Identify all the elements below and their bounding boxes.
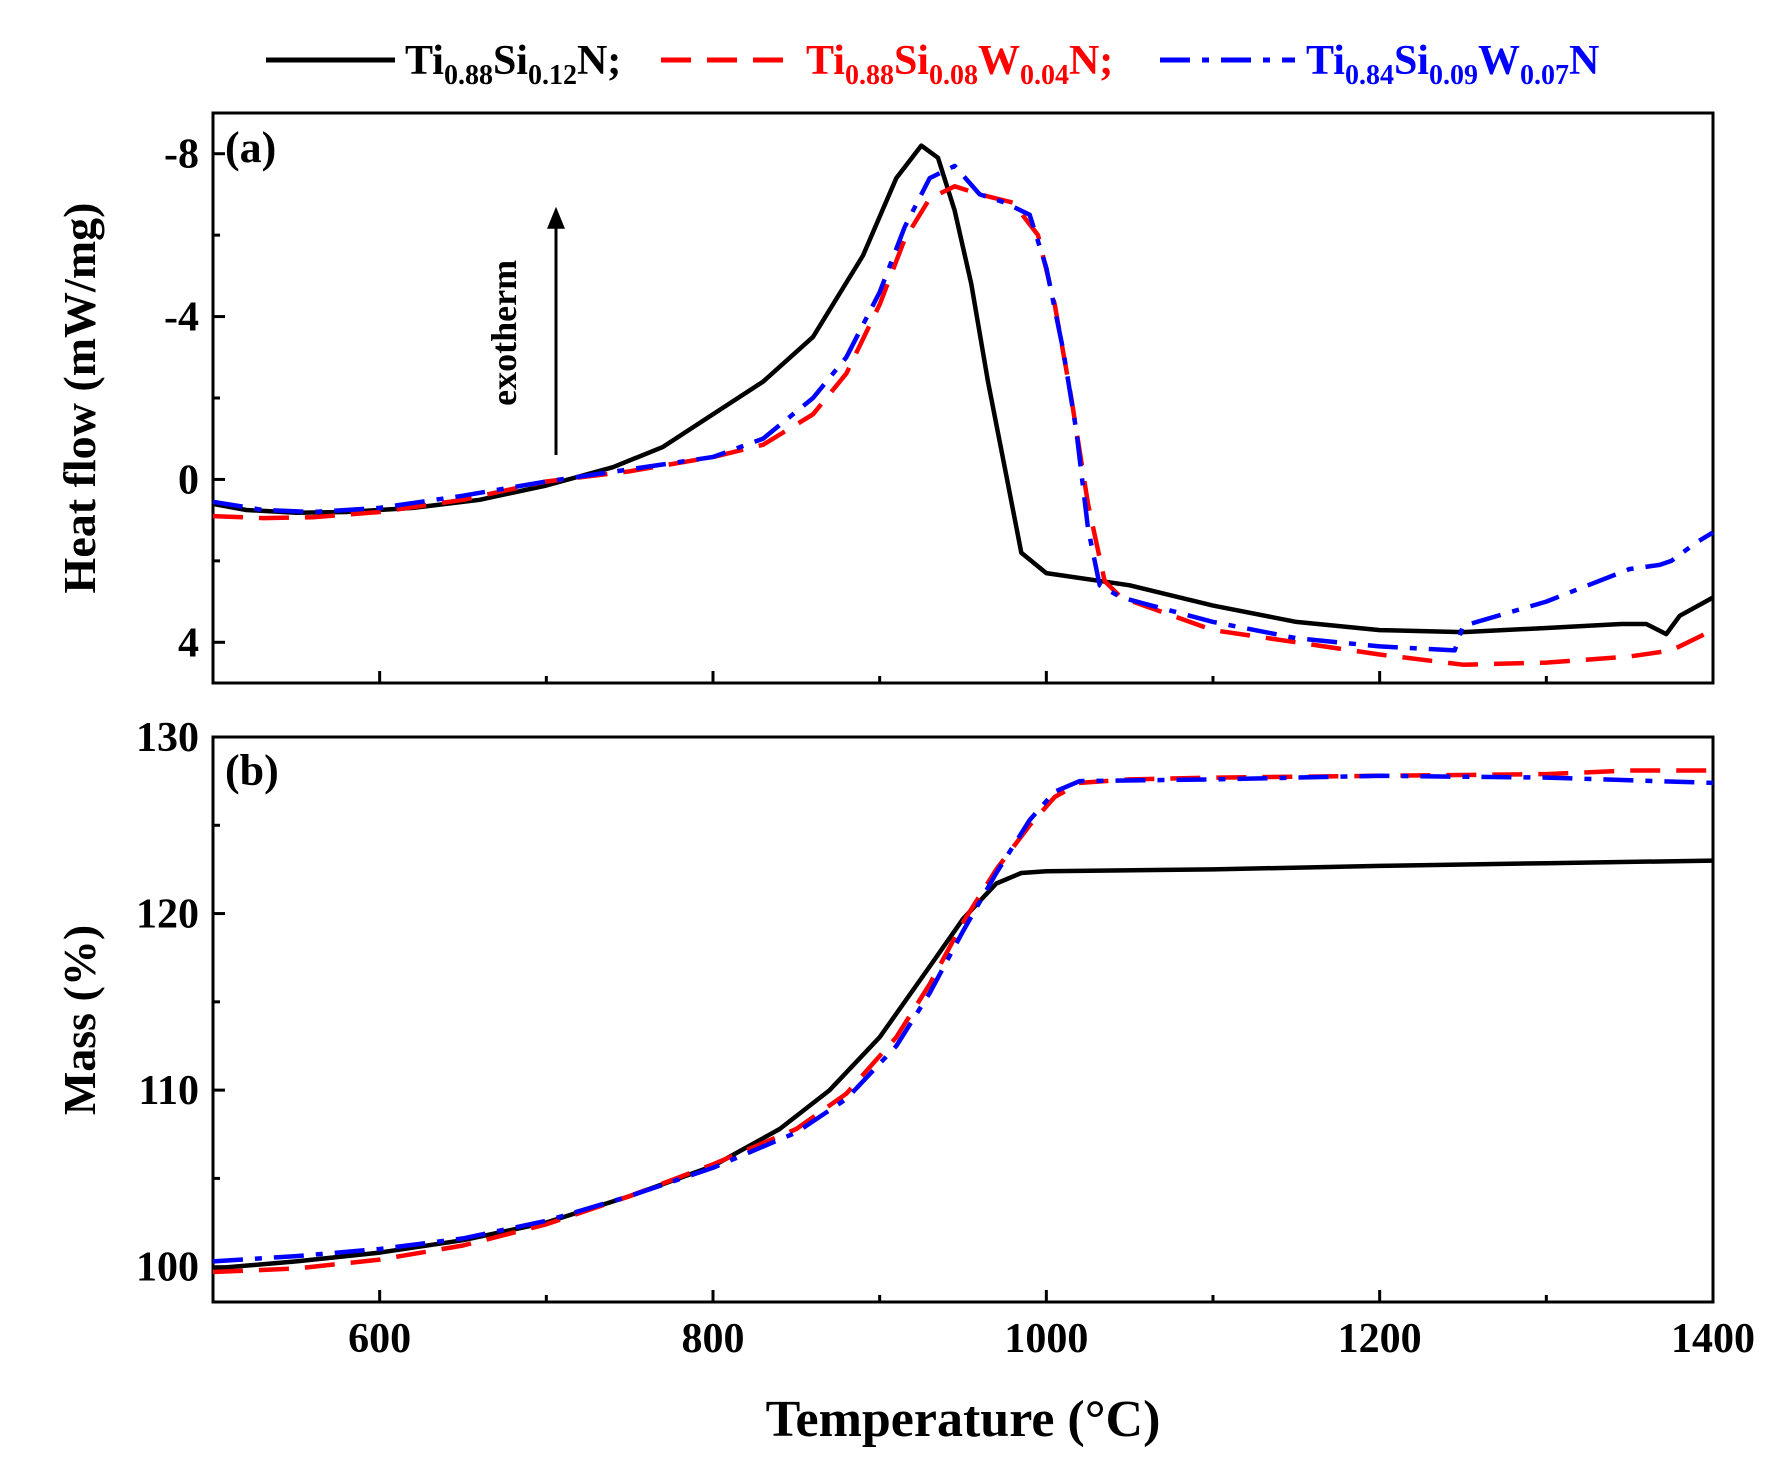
x-tick-label: 1200 (1338, 1316, 1422, 1362)
panel-b-frame (211, 735, 1715, 1304)
legend-label-s2: Ti0.88Si0.08W0.04N; (806, 38, 1113, 91)
y-tick-label: 110 (138, 1068, 199, 1114)
x-axis-title: Temperature (°C) (766, 1391, 1161, 1448)
x-tick-label: 600 (348, 1316, 411, 1362)
x-tick-label: 800 (682, 1316, 745, 1362)
x-tick-label: 1000 (1004, 1316, 1088, 1362)
series-line-s2 (212, 768, 1713, 1275)
exotherm-annotation: exotherm (484, 206, 565, 455)
y-tick-label: 120 (136, 892, 199, 938)
legend-label-s3: Ti0.84Si0.09W0.07N (1306, 38, 1599, 91)
y-tick-label: -4 (164, 295, 199, 341)
legend-label-s1: Ti0.88Si0.12N; (405, 38, 621, 91)
y-tick-label: 4 (178, 620, 199, 666)
legend: Ti0.88Si0.12N; Ti0.88Si0.08W0.04N; Ti0.84S… (266, 38, 1599, 91)
y-tick-label: 130 (136, 715, 199, 761)
exotherm-arrow-head (547, 206, 565, 229)
y-tick-label: -8 (164, 132, 199, 178)
panel-a-heat-flow: -8 -4 0 4 (a) Heat flow (mW/mg) exotherm (54, 111, 1715, 685)
series-line-s3 (212, 163, 1715, 653)
series-line-s1 (212, 143, 1715, 637)
x-tick-label: 1400 (1671, 1316, 1755, 1362)
panel-a-y-axis-title: Heat flow (mW/mg) (54, 203, 105, 594)
series-line-s2 (212, 184, 1714, 667)
y-tick-label: 100 (136, 1245, 199, 1291)
y-tick-label: 0 (178, 457, 199, 503)
panel-b-mass: 100 110 120 130 600 800 1000 1200 1400 (b) Mass … (54, 715, 1755, 1448)
series-line-s3 (212, 773, 1714, 1264)
panel-b-label: (b) (225, 746, 279, 795)
exotherm-label: exotherm (484, 260, 524, 406)
panel-b-y-axis-title: Mass (%) (54, 925, 105, 1115)
panel-a-label: (a) (225, 123, 276, 172)
panel-a-frame (211, 111, 1715, 685)
